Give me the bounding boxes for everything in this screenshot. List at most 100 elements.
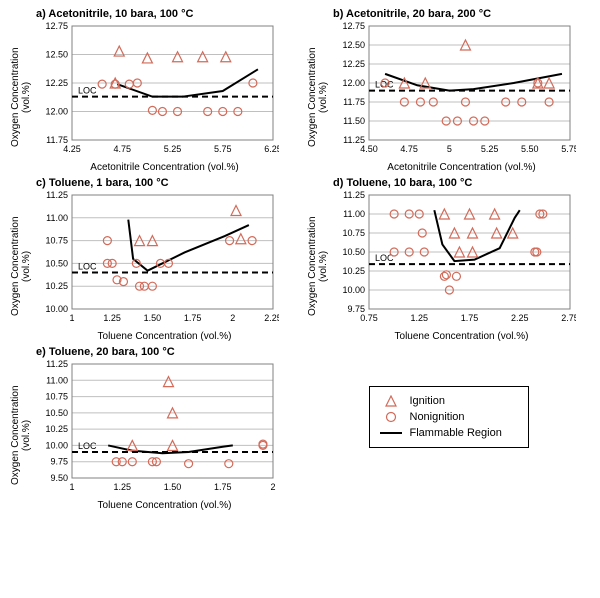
panel-grid: a) Acetonitrile, 10 bara, 100 °C Oxygen …: [8, 8, 592, 511]
svg-text:11.25: 11.25: [46, 360, 68, 369]
svg-text:1.25: 1.25: [410, 313, 428, 323]
legend-cell: Ignition Nonignition Flammable Region: [305, 346, 592, 511]
svg-text:1.75: 1.75: [461, 313, 479, 323]
svg-text:5: 5: [447, 144, 452, 154]
svg-text:1.25: 1.25: [103, 313, 121, 323]
svg-text:LOC: LOC: [78, 262, 97, 272]
svg-text:2: 2: [230, 313, 235, 323]
legend-flammable-label: Flammable Region: [410, 427, 502, 439]
svg-text:10.25: 10.25: [45, 424, 68, 434]
panel-c-ylabel: Oxygen Concentration(vol.%): [8, 191, 34, 342]
panel-a: a) Acetonitrile, 10 bara, 100 °C Oxygen …: [8, 8, 295, 173]
svg-text:12.50: 12.50: [342, 40, 365, 50]
svg-text:4.50: 4.50: [360, 144, 378, 154]
panel-d-title: d) Toluene, 10 bara, 100 °C: [333, 177, 592, 189]
legend-nonignition-label: Nonignition: [410, 411, 465, 423]
svg-text:1.25: 1.25: [113, 482, 131, 492]
svg-text:9.50: 9.50: [50, 473, 68, 483]
panel-d-ylabel: Oxygen Concentration(vol.%): [305, 191, 331, 342]
svg-text:1.75: 1.75: [184, 313, 202, 323]
plot-c: 11.251.501.7522.2510.0010.2510.5010.7511…: [34, 191, 279, 331]
svg-text:11.00: 11.00: [46, 375, 68, 385]
svg-text:5.75: 5.75: [214, 144, 232, 154]
legend-nonignition: Nonignition: [380, 409, 518, 425]
svg-text:10.00: 10.00: [45, 440, 68, 450]
svg-text:6.25: 6.25: [264, 144, 279, 154]
svg-text:11.25: 11.25: [46, 191, 68, 200]
svg-text:2: 2: [270, 482, 275, 492]
panel-d: d) Toluene, 10 bara, 100 °C Oxygen Conce…: [305, 177, 592, 342]
svg-text:12.50: 12.50: [45, 50, 68, 60]
panel-a-ylabel: Oxygen Concentration(vol.%): [8, 22, 34, 173]
svg-text:0.75: 0.75: [360, 313, 378, 323]
svg-text:11.00: 11.00: [343, 209, 365, 219]
svg-text:12.75: 12.75: [45, 22, 68, 31]
svg-text:5.25: 5.25: [481, 144, 499, 154]
svg-text:LOC: LOC: [375, 80, 394, 90]
panel-c: c) Toluene, 1 bara, 100 °C Oxygen Concen…: [8, 177, 295, 342]
legend-ignition-label: Ignition: [410, 395, 445, 407]
panel-e-xlabel: Toluene Concentration (vol.%): [34, 500, 295, 511]
svg-text:4.75: 4.75: [113, 144, 131, 154]
svg-text:5.25: 5.25: [164, 144, 182, 154]
svg-text:LOC: LOC: [78, 441, 97, 451]
plot-a: 4.25 4.75 5.25 5.75 6.25 11.75 12.00 12.25 12.50…: [34, 22, 279, 162]
svg-text:9.75: 9.75: [50, 457, 68, 467]
legend-ignition: Ignition: [380, 393, 518, 409]
svg-text:10.00: 10.00: [342, 285, 365, 295]
svg-text:10.25: 10.25: [45, 281, 68, 291]
panel-b-xlabel: Acetonitrile Concentration (vol.%): [331, 162, 592, 173]
circle-icon: [380, 411, 402, 423]
panel-b-ylabel: Oxygen Concentration(vol.%): [305, 22, 331, 173]
svg-text:4.75: 4.75: [400, 144, 418, 154]
panel-b: b) Acetonitrile, 20 bara, 200 °C Oxygen …: [305, 8, 592, 173]
svg-text:12.25: 12.25: [342, 59, 365, 69]
svg-text:1.50: 1.50: [144, 313, 162, 323]
panel-e-ylabel: Oxygen Concentration(vol.%): [8, 360, 34, 511]
svg-text:10.75: 10.75: [45, 392, 68, 402]
svg-text:10.50: 10.50: [342, 247, 365, 257]
svg-text:10.50: 10.50: [45, 258, 68, 268]
svg-text:10.25: 10.25: [342, 266, 365, 276]
svg-text:12.25: 12.25: [45, 78, 68, 88]
svg-text:11.00: 11.00: [46, 213, 68, 223]
svg-text:10.50: 10.50: [45, 408, 68, 418]
svg-text:2.75: 2.75: [561, 313, 576, 323]
panel-a-xlabel: Acetonitrile Concentration (vol.%): [34, 162, 295, 173]
svg-text:10.00: 10.00: [45, 304, 68, 314]
line-icon: [380, 427, 402, 439]
panel-a-title: a) Acetonitrile, 10 bara, 100 °C: [36, 8, 295, 20]
svg-text:5.50: 5.50: [521, 144, 539, 154]
svg-text:11.75: 11.75: [46, 135, 68, 145]
svg-text:11.75: 11.75: [343, 97, 365, 107]
svg-text:2.25: 2.25: [511, 313, 529, 323]
svg-text:1: 1: [69, 482, 74, 492]
svg-text:10.75: 10.75: [45, 236, 68, 246]
svg-text:1: 1: [69, 313, 74, 323]
plot-e: 11.251.501.7529.509.7510.0010.2510.5010.…: [34, 360, 279, 500]
panel-c-title: c) Toluene, 1 bara, 100 °C: [36, 177, 295, 189]
plot-d: 0.75 1.25 1.75 2.25 2.75 9.75 10.00 10.25 10.50 1…: [331, 191, 576, 331]
panel-d-xlabel: Toluene Concentration (vol.%): [331, 331, 592, 342]
triangle-icon: [380, 395, 402, 407]
plot-b: 4.50 4.75 5 5.25 5.50 5.75 11.25 11.50 11.75 12.0…: [331, 22, 576, 162]
panel-e-title: e) Toluene, 20 bara, 100 °C: [36, 346, 295, 358]
svg-text:5.75: 5.75: [561, 144, 576, 154]
svg-text:2.25: 2.25: [264, 313, 279, 323]
panel-e: e) Toluene, 20 bara, 100 °C Oxygen Conce…: [8, 346, 295, 511]
svg-text:12.00: 12.00: [45, 107, 68, 117]
legend-flammable: Flammable Region: [380, 425, 518, 441]
svg-text:1.50: 1.50: [164, 482, 182, 492]
panel-c-xlabel: Toluene Concentration (vol.%): [34, 331, 295, 342]
panel-b-title: b) Acetonitrile, 20 bara, 200 °C: [333, 8, 592, 20]
svg-text:11.25: 11.25: [343, 135, 365, 145]
svg-text:10.75: 10.75: [342, 228, 365, 238]
legend: Ignition Nonignition Flammable Region: [369, 386, 529, 448]
svg-text:4.25: 4.25: [63, 144, 81, 154]
svg-text:LOC: LOC: [78, 86, 97, 96]
svg-text:12.00: 12.00: [342, 78, 365, 88]
svg-text:11.50: 11.50: [343, 116, 365, 126]
svg-text:12.75: 12.75: [342, 22, 365, 31]
svg-text:9.75: 9.75: [347, 304, 365, 314]
svg-text:11.25: 11.25: [343, 191, 365, 200]
